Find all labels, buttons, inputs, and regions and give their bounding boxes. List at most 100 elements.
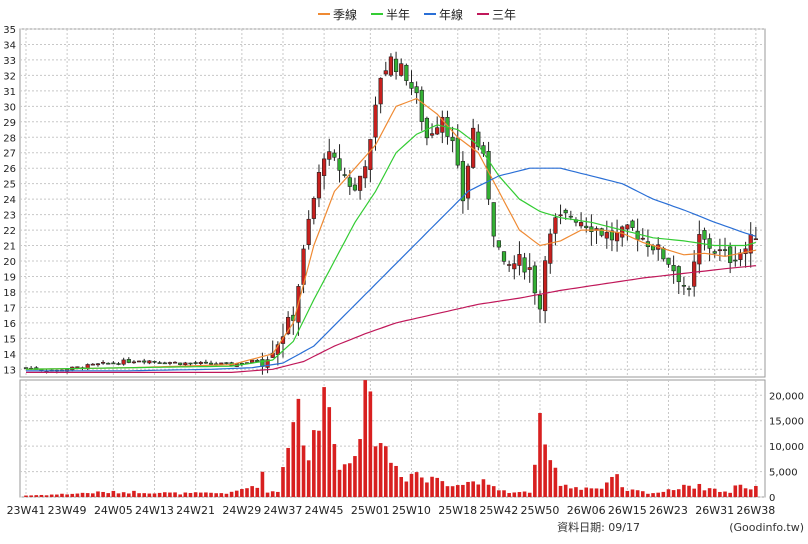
volume-bar bbox=[656, 492, 661, 497]
volume-bar bbox=[111, 490, 116, 497]
candle-body bbox=[476, 131, 481, 148]
volume-bar bbox=[404, 481, 409, 497]
volume-bar bbox=[132, 490, 136, 497]
x-tick-label: 24W21 bbox=[176, 504, 215, 517]
candle-body bbox=[399, 63, 404, 76]
candle-body bbox=[121, 359, 126, 365]
volume-bar bbox=[538, 413, 542, 497]
x-tick-label: 24W37 bbox=[264, 504, 303, 517]
price-tick-label: 14 bbox=[3, 350, 16, 361]
volume-bar bbox=[687, 485, 691, 497]
candle-body bbox=[147, 360, 152, 364]
x-tick-label: 26W31 bbox=[695, 504, 734, 517]
volume-bar bbox=[548, 460, 553, 497]
volume-bar bbox=[517, 492, 522, 497]
volume-tick-label: 15,000 bbox=[769, 417, 804, 428]
x-tick-label: 26W06 bbox=[567, 504, 606, 517]
volume-bar bbox=[620, 487, 625, 497]
candle-body bbox=[188, 362, 193, 365]
x-tick-label: 25W42 bbox=[479, 504, 518, 517]
volume-bar bbox=[75, 493, 80, 497]
volume-bar bbox=[625, 490, 630, 497]
candle-body bbox=[625, 224, 630, 230]
candle-body bbox=[75, 366, 80, 369]
candle-body bbox=[106, 362, 111, 365]
volume-bar bbox=[245, 488, 249, 497]
candle-body bbox=[322, 158, 327, 176]
volume-bar bbox=[661, 491, 666, 497]
candle-body bbox=[224, 362, 229, 364]
candle-body bbox=[620, 226, 625, 238]
volume-bar bbox=[126, 493, 131, 497]
candle-body bbox=[352, 184, 358, 191]
volume-bar bbox=[610, 476, 614, 497]
candle-body bbox=[342, 174, 347, 176]
volume-bar bbox=[322, 387, 326, 497]
candle-body bbox=[193, 362, 198, 364]
volume-bar bbox=[707, 488, 712, 497]
volume-bar bbox=[378, 443, 383, 497]
volume-bar bbox=[502, 490, 506, 497]
volume-bar bbox=[435, 477, 439, 497]
candle-body bbox=[265, 359, 270, 368]
volume-bars bbox=[24, 380, 758, 497]
candle-body bbox=[579, 222, 584, 227]
volume-bar bbox=[682, 484, 686, 497]
candle-body bbox=[327, 151, 332, 160]
volume-bar bbox=[85, 493, 90, 497]
candle-body bbox=[707, 238, 712, 249]
candle-body bbox=[208, 362, 214, 365]
volume-bar bbox=[193, 492, 198, 497]
volume-bar bbox=[332, 444, 337, 497]
price-tick-label: 24 bbox=[3, 195, 16, 206]
price-tick-label: 35 bbox=[3, 25, 16, 36]
x-axis: 23W41 23W49 24W05 24W13 24W21 24W29 24W37 24W45… bbox=[7, 504, 776, 517]
candle-body bbox=[702, 230, 707, 240]
volume-bar bbox=[178, 494, 182, 497]
volume-bar bbox=[651, 493, 655, 497]
volume-bar bbox=[738, 484, 743, 497]
volume-bar bbox=[342, 464, 347, 497]
candle-body bbox=[378, 77, 383, 105]
source-label: (Goodinfo.tw) bbox=[729, 521, 804, 534]
volume-tick-label: 10,000 bbox=[769, 442, 804, 453]
candle-body bbox=[131, 361, 137, 364]
volume-bar bbox=[101, 491, 105, 497]
volume-bar bbox=[121, 492, 126, 497]
x-tick-label: 25W10 bbox=[392, 504, 431, 517]
volume-bar bbox=[599, 488, 604, 497]
candle-body bbox=[383, 70, 388, 75]
volume-bar bbox=[142, 493, 147, 497]
volume-bar bbox=[214, 493, 218, 497]
candle-body bbox=[712, 251, 717, 254]
candle-body bbox=[178, 362, 183, 365]
volume-bar bbox=[394, 465, 398, 497]
volume-bar bbox=[24, 495, 28, 497]
candle-body bbox=[491, 202, 496, 237]
candle-body bbox=[357, 175, 363, 191]
candle-body bbox=[584, 225, 589, 229]
price-tick-label: 34 bbox=[3, 40, 16, 51]
volume-bar bbox=[116, 493, 121, 497]
volume-bar bbox=[255, 487, 260, 497]
volume-bar bbox=[430, 476, 434, 497]
volume-bar bbox=[574, 487, 578, 497]
candle-body bbox=[512, 263, 517, 270]
volume-bar bbox=[512, 492, 517, 497]
legend-label-2: 年線 bbox=[439, 7, 463, 22]
volume-bar bbox=[29, 495, 33, 497]
price-tick-label: 26 bbox=[3, 164, 16, 175]
volume-bar bbox=[533, 464, 537, 497]
candle-body bbox=[465, 165, 471, 199]
volume-bar bbox=[265, 492, 270, 497]
volume-bar bbox=[234, 490, 239, 497]
candle-body bbox=[733, 259, 738, 262]
volume-bar bbox=[276, 491, 280, 497]
candle-body bbox=[255, 359, 260, 362]
volume-bar bbox=[414, 472, 419, 497]
candle-body bbox=[450, 136, 455, 142]
candle-body bbox=[111, 362, 116, 365]
volume-bar bbox=[491, 486, 496, 497]
candle-body bbox=[440, 116, 445, 133]
volume-bar bbox=[173, 492, 177, 497]
